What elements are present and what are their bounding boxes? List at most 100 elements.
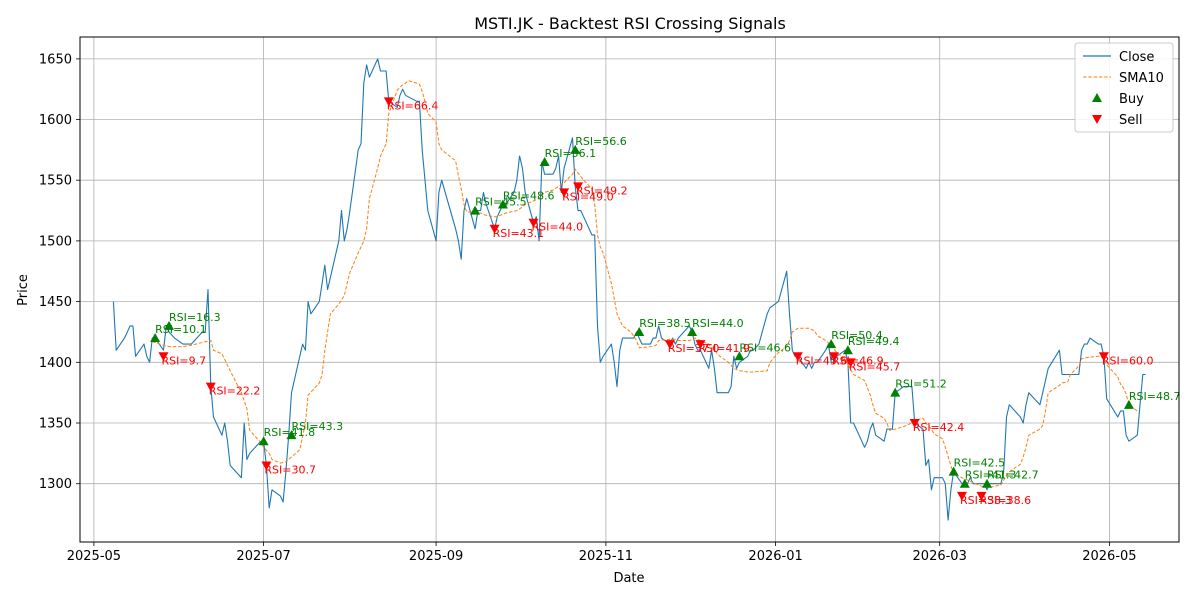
buy-annotation: RSI=56.6 [575,135,627,148]
buy-marker [286,430,297,440]
sell-marker [1098,352,1109,362]
buy-marker [150,333,161,343]
y-tick-label: 1650 [39,52,72,67]
sell-annotation: RSI=43.1 [493,227,545,240]
buy-annotation: RSI=50.4 [831,329,883,342]
sell-annotation: RSI=38.6 [980,494,1032,507]
y-tick-label: 1550 [39,174,72,189]
buy-marker [258,436,269,446]
buy-marker [948,466,959,476]
y-tick-label: 1300 [39,477,72,492]
sell-marker [664,340,675,350]
sell-marker [792,352,803,362]
legend-sma10-label: SMA10 [1119,71,1164,86]
buy-annotation: RSI=46.6 [739,341,791,354]
sell-annotation: RSI=38.3 [960,494,1012,507]
sell-annotation: RSI=44.0 [532,221,584,234]
buy-marker [687,326,698,336]
legend: Close SMA10 Buy Sell [1074,42,1174,133]
buy-annotation: RSI=42.7 [987,469,1039,482]
plot-frame [79,36,1180,543]
sell-annotation: RSI=41.9 [698,342,750,355]
sell-marker [695,340,706,350]
x-tick-label: 2026-05 [1082,549,1136,564]
plot-background [80,37,1179,542]
buy-annotation: RSI=45.5 [475,196,527,209]
sell-marker [559,188,570,198]
sell-marker [909,419,920,429]
buy-marker [890,387,901,397]
buy-annotation: RSI=44.0 [692,317,744,330]
buy-marker [570,144,581,154]
sell-annotation: RSI=49.0 [562,190,614,203]
legend-frame [1074,42,1174,133]
legend-sell-label: Sell [1119,113,1142,128]
y-tick-label: 1350 [39,417,72,432]
sell-annotation: RSI=46.9 [832,354,884,367]
x-axis-ticks: 2025-05 2025-07 2025-09 2025-11 2026-01 2026-… [67,542,1137,564]
y-tick-label: 1400 [39,356,72,371]
y-tick-label: 1500 [39,234,72,249]
sell-marker [489,224,500,234]
buy-annotation: RSI=48.7 [1129,390,1181,403]
buy-marker [982,478,993,488]
buy-marker [164,320,175,330]
buy-annotation: RSI=41.8 [264,426,316,439]
x-tick-label: 2026-01 [748,549,802,564]
sell-marker [828,352,839,362]
sell-marker [528,218,539,228]
chart-title: MSTI.JK - Backtest RSI Crossing Signals [474,14,786,33]
x-axis-label: Date [613,571,644,586]
sell-annotation: RSI=37.0 [668,342,720,355]
sell-annotation: RSI=49.2 [576,184,628,197]
buy-marker [959,478,970,488]
buy-marker [826,339,837,349]
y-axis-label: Price [16,274,31,306]
legend-sell-marker [1092,115,1102,124]
y-tick-label: 1450 [39,295,72,310]
buy-marker [539,157,550,167]
buy-marker [734,351,745,361]
sell-marker [573,182,584,192]
signal-markers [150,97,1134,501]
sell-marker [976,491,987,501]
sell-marker [845,358,856,368]
sell-marker [205,382,216,392]
buy-marker [842,345,853,355]
legend-buy-marker [1092,93,1102,102]
buy-annotation: RSI=49.4 [848,335,900,348]
buy-marker [497,199,508,209]
buy-annotation: RSI=16.3 [169,311,221,324]
x-tick-label: 2025-09 [409,549,463,564]
sell-marker [383,97,394,107]
buy-annotation: RSI=48.6 [503,190,555,203]
y-axis-ticks: 1300 1350 1400 1450 1500 1550 1600 1650 [39,52,80,492]
sell-annotation: RSI=30.7 [264,464,316,477]
buy-annotation: RSI=56.1 [545,147,597,160]
y-tick-label: 1600 [39,113,72,128]
x-tick-label: 2026-03 [913,549,967,564]
sell-annotation: RSI=45.7 [849,360,901,373]
buy-annotation: RSI=42.5 [954,457,1006,470]
x-tick-label: 2025-07 [236,549,290,564]
sell-annotation: RSI=9.7 [162,354,207,367]
buy-annotation: RSI=51.2 [895,378,947,391]
sell-annotation: RSI=45.6 [796,354,848,367]
sell-annotation: RSI=42.4 [913,421,965,434]
buy-annotation: RSI=43.3 [292,420,344,433]
buy-annotation: RSI=38.5 [639,317,691,330]
sell-annotation: RSI=22.2 [209,385,261,398]
x-tick-label: 2025-11 [579,549,633,564]
x-tick-label: 2025-05 [67,549,121,564]
grid-lines [80,37,1179,542]
buy-marker [634,326,645,336]
buy-marker [1123,399,1134,409]
legend-buy-label: Buy [1119,92,1144,107]
buy-annotation: RSI=10.1 [155,323,207,336]
sell-marker [956,491,967,501]
sell-annotation: RSI=60.0 [1102,354,1154,367]
buy-annotation: RSI=41.3 [965,469,1017,482]
